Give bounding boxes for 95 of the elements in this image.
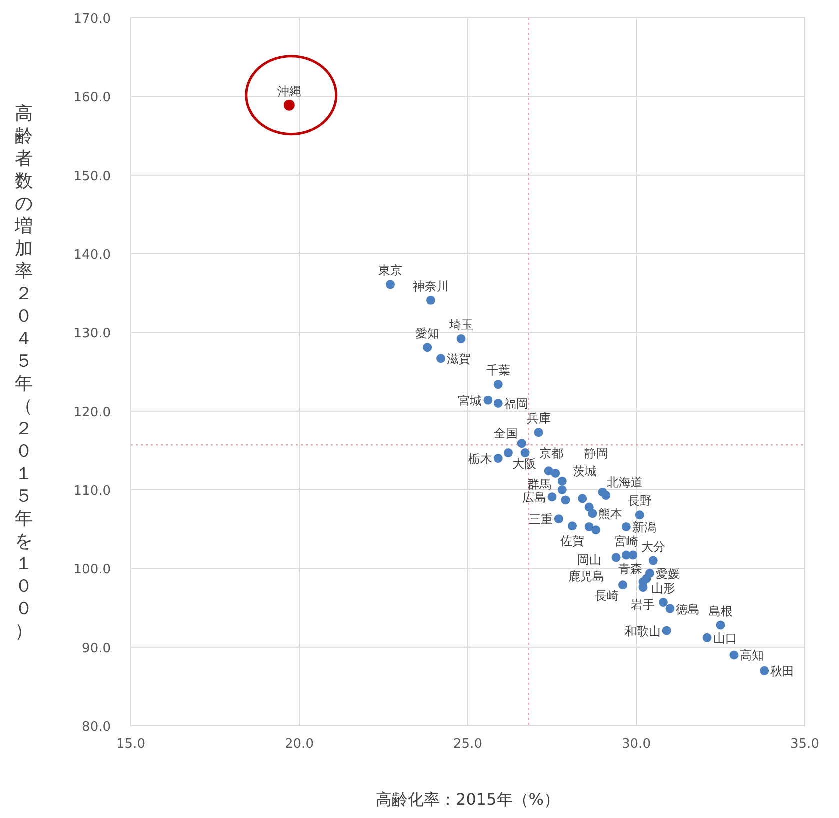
y-tick-label: 110.0	[74, 484, 111, 499]
point	[622, 522, 631, 532]
annotation: 群馬	[528, 477, 552, 492]
y-tick-label: 90.0	[82, 641, 111, 656]
point	[548, 492, 557, 502]
point	[561, 496, 570, 505]
annotation: 全国	[494, 426, 518, 441]
point	[504, 448, 513, 458]
annotation: 長野	[628, 494, 652, 508]
annotation: 栃木	[468, 452, 492, 466]
annotation: 福岡	[504, 396, 528, 411]
point	[584, 522, 594, 532]
annotation: 長崎	[595, 589, 620, 604]
point	[386, 280, 395, 290]
annotation: 北海道	[606, 475, 643, 490]
point	[520, 448, 530, 458]
y-tick-label: 100.0	[74, 562, 111, 578]
annotation: 沖縄	[277, 84, 302, 98]
point	[534, 428, 544, 438]
point	[554, 514, 564, 524]
point	[484, 396, 493, 405]
point	[602, 491, 611, 500]
point	[648, 556, 658, 566]
annotation: 青森	[618, 562, 643, 576]
point	[592, 526, 601, 535]
annotation: 神奈川	[412, 279, 449, 294]
y-tick-label: 160.0	[74, 90, 111, 106]
text: 高齢者数の増加率２０４５年（２０１５年を１００）	[15, 103, 33, 642]
point	[702, 633, 712, 642]
annotation: 千葉	[486, 364, 510, 378]
annotation: 滋賀	[447, 352, 472, 366]
annotation: 三重	[528, 512, 553, 527]
annotation: 大分	[641, 540, 666, 554]
point	[494, 380, 503, 390]
annotation: 宮崎	[614, 534, 638, 548]
point	[517, 439, 526, 448]
annotation: 広島	[522, 490, 546, 505]
annotation: 佐賀	[560, 534, 584, 548]
point	[558, 486, 567, 494]
annotation: 岡山	[577, 552, 602, 567]
point	[658, 598, 668, 607]
point	[618, 580, 628, 590]
annotation: 愛知	[416, 326, 440, 341]
annotation: 静岡	[584, 446, 608, 460]
annotation: 岩手	[631, 598, 656, 612]
annotation: 埼玉	[448, 318, 474, 332]
annotation: 和歌山	[624, 624, 661, 638]
annotation: 山形	[651, 581, 676, 596]
x-tick-label: 30.0	[622, 737, 651, 752]
point	[544, 466, 554, 476]
annotation: 高知	[740, 648, 764, 663]
y-tick-label: 120.0	[74, 405, 111, 420]
point	[494, 398, 503, 408]
y-tick-label: 80.0	[82, 720, 111, 735]
annotation: 鹿児島	[568, 570, 604, 584]
point	[645, 568, 654, 578]
point	[568, 522, 577, 531]
point	[635, 510, 644, 520]
point	[628, 550, 638, 560]
x-tick-label: 25.0	[454, 737, 482, 752]
annotation: 京都	[539, 446, 564, 461]
annotation: 島根	[708, 604, 733, 618]
annotation: 徳島	[676, 602, 700, 616]
annotation: 愛媛	[656, 566, 680, 581]
point	[494, 454, 503, 464]
annotation: 大阪	[512, 457, 536, 472]
point	[426, 296, 436, 305]
y-tick-label: 150.0	[74, 169, 111, 184]
annotation: 宮城	[458, 394, 482, 408]
y-tick-label: 130.0	[74, 326, 111, 342]
annotation: 兵庫	[526, 412, 551, 426]
point	[666, 604, 675, 614]
x-tick-label: 35.0	[790, 737, 820, 752]
point	[578, 494, 588, 504]
point	[716, 620, 726, 630]
annotation: 東京	[378, 264, 402, 278]
point	[436, 354, 446, 364]
point	[558, 476, 567, 486]
point	[730, 650, 739, 660]
point	[612, 553, 621, 562]
annotation: 新潟	[632, 520, 656, 534]
annotation: 山口	[713, 631, 738, 646]
annotation: 熊本	[598, 507, 623, 522]
point	[662, 626, 672, 636]
annotation: 茨城	[572, 464, 597, 479]
point	[456, 334, 466, 344]
y-tick-label: 170.0	[74, 12, 111, 27]
x-tick-label: 20.0	[285, 737, 314, 752]
x-axis-title: 高齢化率：2015年（%）	[376, 790, 560, 809]
annotation: 秋田	[770, 664, 795, 678]
point	[760, 666, 770, 676]
point	[423, 343, 432, 352]
point	[584, 502, 594, 512]
y-tick-label: 140.0	[74, 248, 111, 263]
x-tick-label: 15.0	[116, 737, 146, 752]
